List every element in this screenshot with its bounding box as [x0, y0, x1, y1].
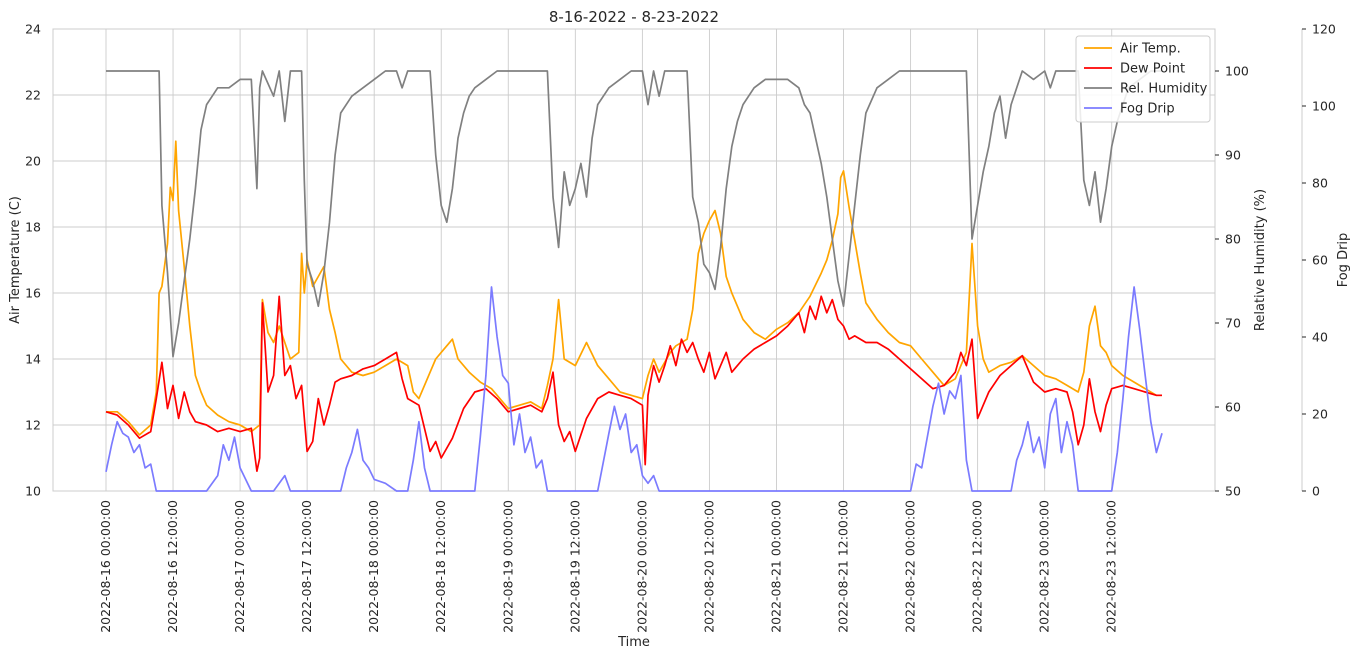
legend-box [1075, 35, 1211, 123]
y-right2-tick-label: 0 [1312, 484, 1320, 499]
legend-label: Dew Point [1120, 62, 1185, 77]
x-tick-label: 2022-08-20 00:00:00 [634, 500, 649, 633]
plot-frame [52, 28, 1216, 492]
plot-area-border [52, 28, 1216, 492]
y-right1-tick-label: 100 [1225, 64, 1249, 79]
x-tick-label: 2022-08-22 00:00:00 [903, 500, 918, 633]
y-axis-right-humidity-title: Relative Humidity (%) [1253, 189, 1268, 331]
y-axis-right-fogdrip-title: Fog Drip [1336, 233, 1351, 288]
axis-layer: 2022-08-16 00:00:00 2022-08-16 12:00:00 20… [25, 22, 1336, 633]
x-tick-label: 2022-08-21 00:00:00 [768, 500, 783, 633]
y-left-tick-label: 14 [25, 352, 41, 367]
y-left-tick-label: 12 [25, 418, 41, 433]
series-layer [105, 70, 1163, 492]
x-tick-label: 2022-08-19 12:00:00 [567, 500, 582, 633]
x-tick-label: 2022-08-16 00:00:00 [98, 500, 113, 633]
x-tick-label: 2022-08-17 12:00:00 [299, 500, 314, 633]
x-tick-label: 2022-08-23 12:00:00 [1104, 500, 1119, 633]
x-tick-label: 2022-08-18 00:00:00 [366, 500, 381, 633]
y-right1-tick-label: 60 [1225, 400, 1241, 415]
x-tick-label: 2022-08-18 12:00:00 [433, 500, 448, 633]
y-right1-tick-label: 90 [1225, 148, 1241, 163]
y-right2-tick-label: 60 [1312, 253, 1328, 268]
y-right2-tick-label: 100 [1312, 99, 1336, 114]
chart-title: 8-16-2022 - 8-23-2022 [549, 8, 719, 26]
y-left-tick-label: 10 [25, 484, 41, 499]
x-tick-label: 2022-08-19 00:00:00 [500, 500, 515, 633]
y-right1-tick-label: 70 [1225, 316, 1241, 331]
x-tick-label: 2022-08-21 12:00:00 [836, 500, 851, 633]
x-tick-label: 2022-08-23 00:00:00 [1037, 500, 1052, 633]
y-right2-tick-label: 120 [1312, 22, 1336, 37]
y-right1-tick-label: 50 [1225, 484, 1241, 499]
x-axis-title: Time [617, 635, 650, 650]
y-right2-tick-label: 20 [1312, 407, 1328, 422]
series-line-air-temp [106, 140, 1162, 436]
series-line-fog-drip [105, 286, 1163, 492]
y-left-tick-label: 18 [25, 220, 41, 235]
y-left-tick-label: 24 [25, 22, 41, 37]
series-line-dew-point [105, 295, 1162, 473]
series-line-rel-humidity [106, 70, 1162, 358]
y-right2-tick-label: 40 [1312, 330, 1328, 345]
x-tick-label: 2022-08-16 12:00:00 [165, 500, 180, 633]
legend-label: Fog Drip [1120, 102, 1175, 117]
y-left-tick-label: 22 [25, 88, 41, 103]
legend-label: Rel. Humidity [1120, 82, 1208, 97]
legend: Air Temp. Dew Point Rel. Humidity Fog Drip [1075, 35, 1211, 123]
y-right2-tick-label: 80 [1312, 176, 1328, 191]
y-left-tick-label: 20 [25, 154, 41, 169]
legend-label: Air Temp. [1120, 42, 1181, 57]
x-tick-label: 2022-08-22 12:00:00 [970, 500, 985, 633]
y-axis-left-title: Air Temperature (C) [8, 196, 23, 324]
y-left-tick-label: 16 [25, 286, 41, 301]
x-tick-label: 2022-08-20 12:00:00 [701, 500, 716, 633]
y-right1-tick-label: 80 [1225, 232, 1241, 247]
x-tick-label: 2022-08-17 00:00:00 [232, 500, 247, 633]
